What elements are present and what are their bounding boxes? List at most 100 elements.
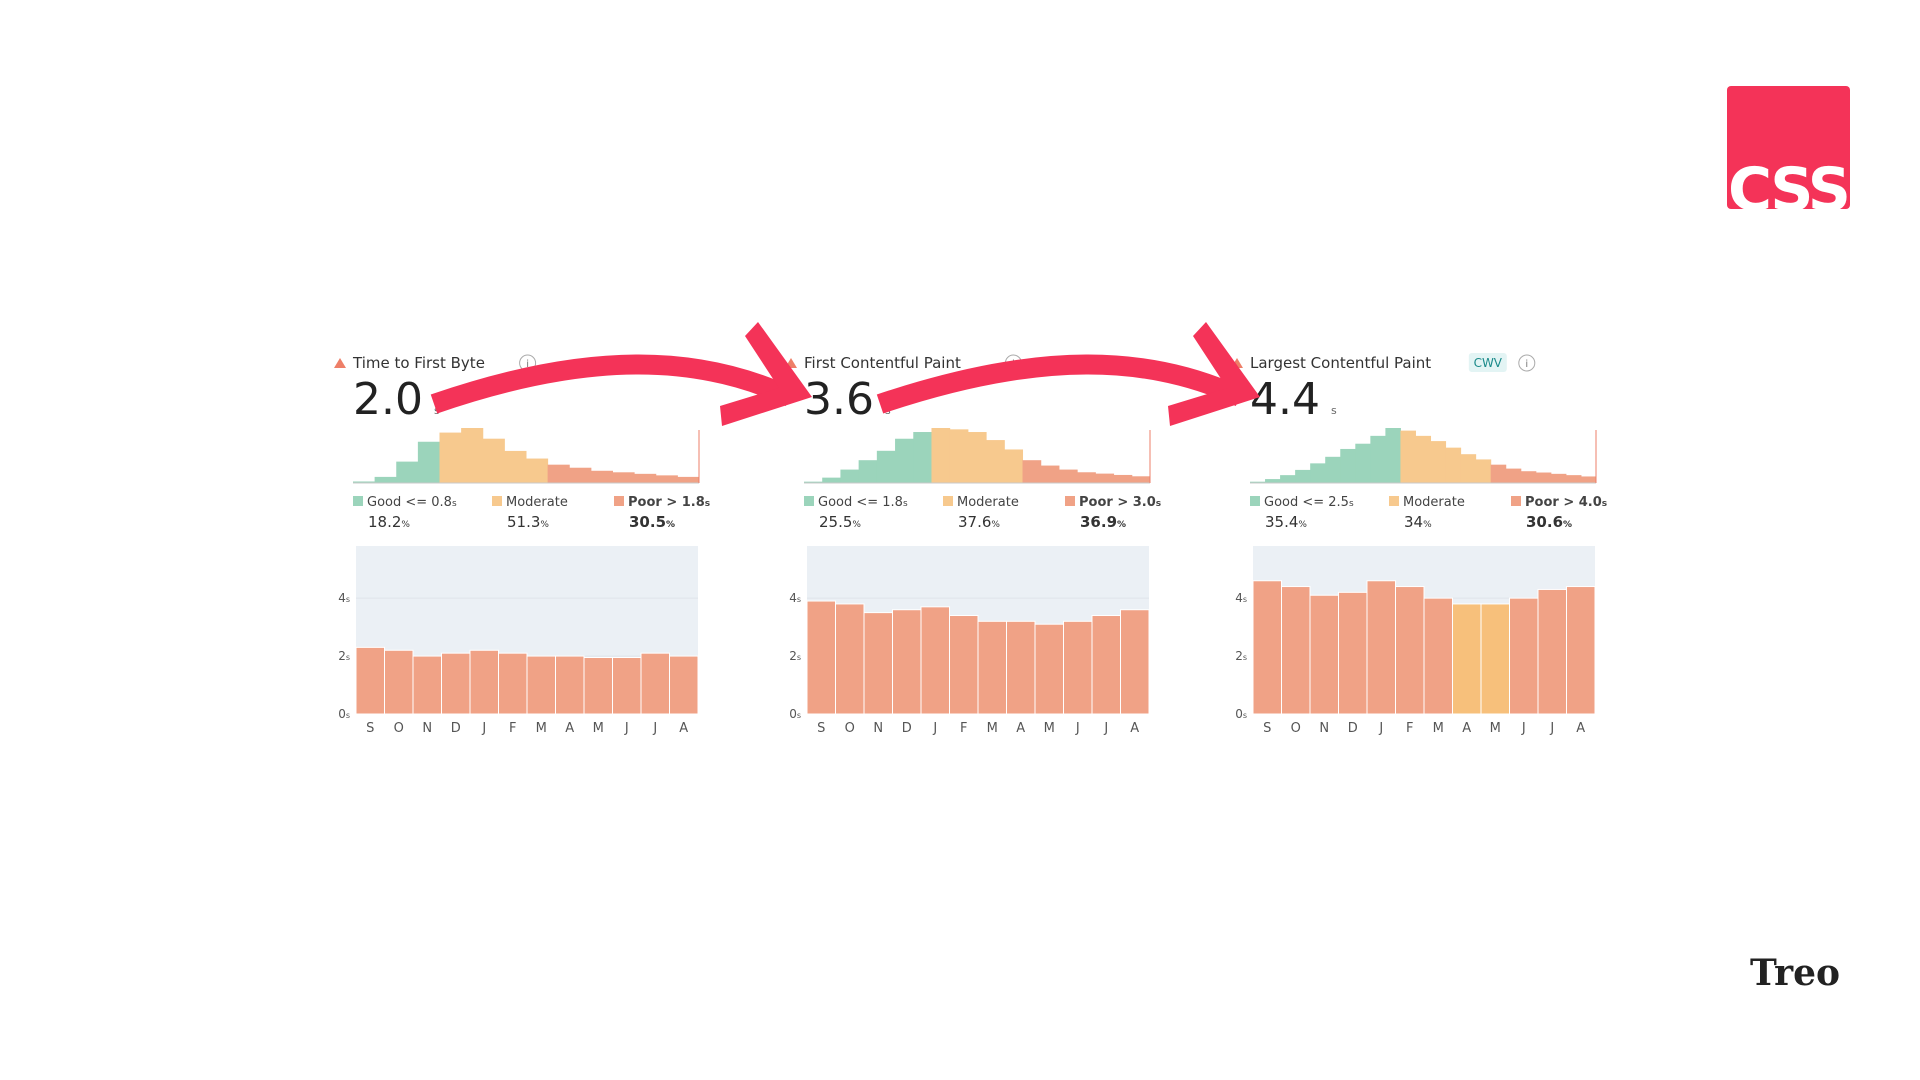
y-tick-label: 2s bbox=[1235, 649, 1247, 663]
arrow-fcp-to-lcp bbox=[876, 354, 1245, 414]
x-tick-label: J bbox=[1378, 721, 1383, 736]
legend-label-poor: Poor > 3.0s bbox=[1079, 495, 1161, 510]
arrow-ttfb-to-fcp bbox=[430, 354, 795, 414]
histogram-bar bbox=[840, 469, 860, 483]
legend-swatch-good bbox=[353, 496, 363, 506]
metric-title: Time to First Byte bbox=[352, 354, 485, 372]
y-tick-label: 4s bbox=[789, 591, 801, 605]
metric-value: 4.4 bbox=[1250, 374, 1320, 425]
legend-percent-unit: % bbox=[1117, 520, 1126, 530]
histogram-bar bbox=[1004, 449, 1024, 483]
x-tick-label: J bbox=[932, 721, 937, 736]
histogram-bar bbox=[547, 464, 570, 483]
metric-title: Largest Contentful Paint bbox=[1250, 354, 1431, 372]
x-tick-label: J bbox=[1075, 721, 1080, 736]
cwv-badge bbox=[1468, 353, 1507, 372]
y-tick-unit: s bbox=[1243, 711, 1247, 720]
monthly-bar bbox=[1395, 586, 1425, 715]
monthly-bar bbox=[1091, 615, 1121, 715]
histogram-bar bbox=[876, 450, 896, 483]
monthly-bar bbox=[920, 606, 950, 715]
legend-label-unit: s bbox=[1602, 499, 1607, 509]
legend-percent-unit: % bbox=[852, 520, 861, 530]
histogram-bar bbox=[986, 440, 1005, 483]
histogram-bar bbox=[1040, 465, 1060, 483]
x-tick-label: N bbox=[873, 721, 883, 736]
x-tick-label: S bbox=[817, 721, 825, 736]
histogram-bar bbox=[1400, 430, 1416, 483]
legend-percent-unit: % bbox=[401, 520, 410, 530]
legend-label-good: Good <= 2.5s bbox=[1264, 495, 1354, 510]
histogram-bar bbox=[612, 472, 635, 483]
x-tick-label: J bbox=[624, 721, 629, 736]
x-tick-label: M bbox=[1490, 721, 1501, 736]
x-tick-label: O bbox=[845, 721, 855, 736]
y-tick-unit: s bbox=[797, 653, 801, 662]
histogram-bar bbox=[1550, 473, 1567, 483]
y-tick-label: 0s bbox=[338, 707, 350, 721]
legend-label-moderate: Moderate bbox=[1403, 495, 1465, 510]
legend-label-unit: s bbox=[705, 499, 710, 509]
legend-percent-poor: 36.9% bbox=[1080, 513, 1126, 531]
histogram-bar bbox=[804, 481, 823, 483]
legend-percent-unit: % bbox=[540, 520, 549, 530]
monthly-bar bbox=[1252, 580, 1282, 715]
y-tick-unit: s bbox=[797, 711, 801, 720]
histogram-bar bbox=[1520, 471, 1537, 483]
histogram-bar bbox=[482, 438, 505, 483]
x-tick-label: N bbox=[422, 721, 432, 736]
histogram-bar bbox=[526, 458, 549, 483]
histogram-bar bbox=[931, 428, 951, 483]
histogram-bar bbox=[1355, 443, 1371, 483]
cwv-badge-label: CWV bbox=[1474, 356, 1503, 370]
monthly-bar bbox=[1366, 580, 1396, 715]
x-tick-label: A bbox=[1130, 721, 1139, 736]
y-tick-label: 4s bbox=[1235, 591, 1247, 605]
legend-label-moderate: Moderate bbox=[957, 495, 1019, 510]
legend-label-good: Good <= 0.8s bbox=[367, 495, 457, 510]
monthly-bar bbox=[1566, 586, 1596, 715]
y-tick-label: 2s bbox=[338, 649, 350, 663]
y-tick-unit: s bbox=[346, 711, 350, 720]
monthly-bar bbox=[555, 655, 585, 715]
histogram-bar bbox=[949, 429, 969, 483]
x-tick-label: M bbox=[1044, 721, 1055, 736]
histogram-bar bbox=[1565, 475, 1582, 483]
histogram-bar bbox=[1022, 460, 1042, 483]
y-tick-label: 0s bbox=[789, 707, 801, 721]
histogram-bar bbox=[1475, 459, 1492, 483]
treo-brand: Treo bbox=[1750, 952, 1840, 994]
x-tick-label: A bbox=[1462, 721, 1471, 736]
metric-value-unit: s bbox=[1331, 404, 1337, 417]
x-tick-label: O bbox=[1291, 721, 1301, 736]
css-logo-text: CSS bbox=[1728, 155, 1848, 225]
legend-percent-moderate: 34% bbox=[1404, 513, 1432, 531]
x-tick-label: D bbox=[902, 721, 912, 736]
info-glyph: i bbox=[526, 359, 529, 370]
histogram-bar bbox=[1131, 476, 1151, 483]
triangle-up-icon bbox=[334, 358, 346, 368]
y-tick-label: 0s bbox=[1235, 707, 1247, 721]
legend-percent-good: 25.5% bbox=[819, 513, 861, 531]
monthly-bar bbox=[977, 620, 1007, 715]
monthly-bar bbox=[892, 609, 922, 715]
histogram-bar bbox=[1370, 435, 1386, 483]
monthly-bar bbox=[1423, 597, 1453, 715]
monthly-bar bbox=[384, 649, 414, 715]
monthly-bar bbox=[583, 657, 613, 715]
y-tick-unit: s bbox=[346, 595, 350, 604]
x-tick-label: F bbox=[1406, 721, 1413, 736]
metric-title: First Contentful Paint bbox=[804, 354, 961, 372]
legend-label-unit: s bbox=[1349, 499, 1354, 509]
monthly-bar bbox=[1120, 609, 1150, 715]
monthly-bar bbox=[412, 655, 442, 715]
x-tick-label: J bbox=[1103, 721, 1108, 736]
histogram-bar bbox=[569, 467, 592, 483]
y-tick-label: 2s bbox=[789, 649, 801, 663]
legend-swatch-moderate bbox=[492, 496, 502, 506]
legend-percent-poor: 30.5% bbox=[629, 513, 675, 531]
legend-swatch-poor bbox=[614, 496, 624, 506]
